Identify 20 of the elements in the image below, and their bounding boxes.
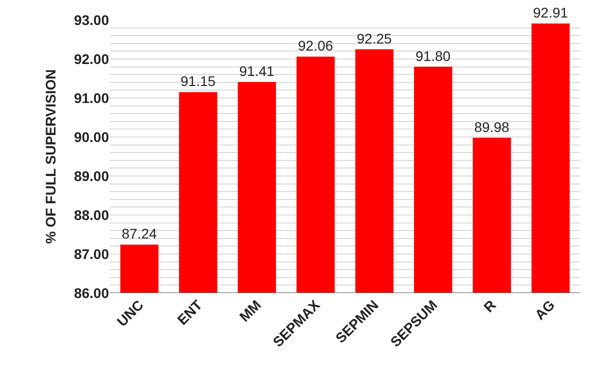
- y-tick-label: 90.00: [74, 128, 110, 145]
- data-label: 91.80: [416, 48, 451, 64]
- y-axis-title: % OF FULL SUPERVISION: [42, 69, 59, 244]
- x-tick-label: R: [480, 296, 499, 316]
- y-tick-label: 91.00: [74, 90, 110, 106]
- data-label: 91.41: [239, 63, 274, 80]
- y-tick-label: 93.00: [74, 12, 110, 28]
- y-tick-label: 86.00: [74, 284, 110, 301]
- data-label: 91.15: [180, 73, 216, 90]
- y-tick-label: 88.00: [74, 206, 110, 223]
- data-label: 92.25: [356, 30, 392, 46]
- data-label: 92.91: [533, 4, 568, 21]
- data-label: 89.98: [474, 118, 510, 135]
- data-label: 92.06: [298, 38, 334, 54]
- data-label: 87.24: [122, 226, 157, 242]
- x-tick-label: AG: [532, 296, 558, 323]
- x-tick-label: MM: [236, 296, 264, 325]
- y-tick-label: 92.00: [74, 50, 110, 67]
- y-tick-label: 89.00: [74, 168, 110, 184]
- y-tick-label: 87.00: [74, 246, 110, 262]
